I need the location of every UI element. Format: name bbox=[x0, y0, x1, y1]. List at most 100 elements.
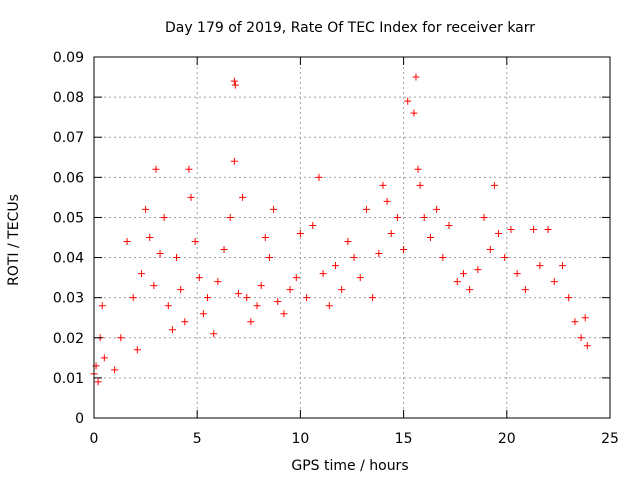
y-tick-label: 0.04 bbox=[53, 251, 84, 267]
data-point bbox=[199, 310, 207, 318]
data-point bbox=[247, 318, 255, 326]
plot-frame bbox=[93, 56, 611, 419]
data-point bbox=[160, 213, 168, 221]
data-point bbox=[387, 229, 395, 237]
x-axis-title: GPS time / hours bbox=[291, 458, 408, 474]
data-point bbox=[439, 254, 447, 262]
data-point bbox=[280, 310, 288, 318]
data-point bbox=[152, 165, 160, 173]
data-point bbox=[204, 294, 212, 302]
data-point bbox=[433, 205, 441, 213]
y-tick-label: 0.07 bbox=[53, 130, 84, 146]
data-point bbox=[412, 73, 420, 81]
data-point bbox=[296, 229, 304, 237]
data-point bbox=[420, 213, 428, 221]
y-tick-label: 0 bbox=[75, 411, 84, 427]
data-point bbox=[544, 225, 552, 233]
data-point bbox=[466, 286, 474, 294]
chart-title: Day 179 of 2019, Rate Of TEC Index for r… bbox=[165, 20, 535, 36]
data-point bbox=[239, 193, 247, 201]
data-point bbox=[362, 205, 370, 213]
data-point bbox=[133, 346, 141, 354]
data-point bbox=[501, 254, 509, 262]
data-point bbox=[230, 157, 238, 165]
data-point bbox=[577, 334, 585, 342]
data-point bbox=[445, 221, 453, 229]
data-point bbox=[220, 246, 228, 254]
data-point bbox=[393, 213, 401, 221]
data-point bbox=[344, 238, 352, 246]
y-tick-label: 0.08 bbox=[53, 90, 84, 106]
data-point bbox=[226, 213, 234, 221]
data-point bbox=[94, 378, 102, 386]
data-point bbox=[507, 225, 515, 233]
data-point bbox=[453, 278, 461, 286]
data-point bbox=[375, 250, 383, 258]
data-point bbox=[234, 290, 242, 298]
data-point bbox=[521, 286, 529, 294]
data-point bbox=[459, 270, 467, 278]
data-point bbox=[309, 221, 317, 229]
axis-ticks bbox=[93, 56, 611, 419]
data-point bbox=[490, 181, 498, 189]
data-point bbox=[185, 165, 193, 173]
y-tick-label: 0.09 bbox=[53, 50, 84, 66]
data-point bbox=[338, 286, 346, 294]
data-point bbox=[195, 274, 203, 282]
data-point bbox=[416, 181, 424, 189]
data-point bbox=[559, 262, 567, 270]
data-point bbox=[550, 278, 558, 286]
data-point bbox=[274, 298, 282, 306]
y-tick-label: 0.06 bbox=[53, 170, 84, 186]
data-point bbox=[261, 234, 269, 241]
data-point bbox=[168, 326, 176, 334]
data-point bbox=[331, 262, 339, 270]
data-point bbox=[231, 81, 239, 89]
data-point bbox=[181, 318, 189, 326]
data-point bbox=[379, 181, 387, 189]
data-point bbox=[583, 342, 591, 350]
data-point bbox=[303, 294, 311, 302]
x-tick-label: 25 bbox=[601, 431, 619, 447]
data-point bbox=[410, 109, 418, 117]
data-point bbox=[530, 225, 538, 233]
data-point bbox=[315, 173, 323, 181]
data-point bbox=[565, 294, 573, 302]
data-point bbox=[137, 270, 145, 278]
data-point bbox=[495, 229, 503, 237]
data-point bbox=[513, 270, 521, 278]
data-point bbox=[356, 274, 364, 282]
data-points bbox=[90, 73, 591, 386]
data-point bbox=[414, 165, 422, 173]
y-tick-label: 0.03 bbox=[53, 291, 84, 307]
x-tick-label: 20 bbox=[498, 431, 516, 447]
data-point bbox=[426, 234, 434, 241]
data-point bbox=[230, 77, 238, 85]
data-point bbox=[369, 294, 377, 302]
data-point bbox=[117, 334, 125, 342]
data-point bbox=[98, 302, 106, 310]
tick-labels: 0 0.01 0.02 0.03 0.04 0.05 0.06 0.07 0.08 0.09 0 5 1… bbox=[53, 50, 619, 447]
y-tick-label: 0.02 bbox=[53, 331, 84, 347]
data-point bbox=[100, 354, 108, 362]
data-point bbox=[123, 238, 131, 246]
data-point bbox=[350, 254, 358, 262]
x-tick-label: 0 bbox=[90, 431, 99, 447]
data-point bbox=[129, 294, 137, 302]
data-point bbox=[474, 266, 482, 274]
data-point bbox=[325, 302, 333, 310]
data-point bbox=[286, 286, 294, 294]
data-point bbox=[571, 318, 579, 326]
data-point bbox=[292, 274, 300, 282]
data-point bbox=[214, 278, 222, 286]
data-point bbox=[257, 282, 265, 290]
data-point bbox=[319, 270, 327, 278]
data-point bbox=[173, 254, 181, 262]
y-tick-label: 0.05 bbox=[53, 210, 84, 226]
data-point bbox=[142, 205, 150, 213]
data-point bbox=[243, 294, 251, 302]
data-point bbox=[210, 330, 218, 338]
x-tick-label: 10 bbox=[291, 431, 309, 447]
data-point bbox=[150, 282, 158, 290]
